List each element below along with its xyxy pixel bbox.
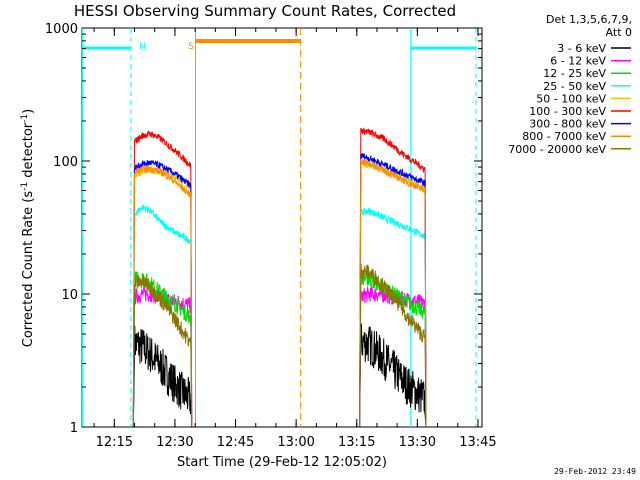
x-axis-label: Start Time (29-Feb-12 12:05:02) xyxy=(177,455,387,470)
series-line xyxy=(359,158,427,427)
x-tick-label: 13:15 xyxy=(338,435,375,450)
series-line xyxy=(132,325,193,427)
legend-entry-label: 300 - 800 keV xyxy=(529,118,606,131)
plot-frame xyxy=(81,27,483,428)
y-axis-label: Corrected Count Rate (s-1 detector-1) xyxy=(20,109,36,347)
legend-entry-label: 800 - 7000 keV xyxy=(522,130,606,143)
legend-entry-label: 25 - 50 keV xyxy=(543,80,606,93)
footer-date: 29-Feb-2012 23:49 xyxy=(554,467,636,476)
legend-entry-label: 3 - 6 keV xyxy=(557,42,606,55)
series-line xyxy=(132,160,193,427)
x-tick-label: 12:30 xyxy=(156,435,193,450)
legend-entry-label: 12 - 25 keV xyxy=(543,67,606,80)
series-line xyxy=(359,207,427,427)
legend-entry-label: 7000 - 20000 keV xyxy=(508,143,606,156)
legend-entry-label: 6 - 12 keV xyxy=(550,55,606,68)
y-tick-label: 1000 xyxy=(45,22,78,37)
series-line xyxy=(132,204,193,427)
legend-entry-label: 100 - 300 keV xyxy=(529,105,606,118)
x-tick-label: 12:15 xyxy=(96,435,133,450)
legend-header-line-1: Det 1,3,5,6,7,9, xyxy=(546,13,632,26)
x-axis: 12:15 12:30 12:45 13:00 13:15 13:30 13:45 xyxy=(93,28,497,450)
y-axis: 1 10 100 1000 xyxy=(45,22,482,436)
series-line xyxy=(359,127,427,427)
series-line xyxy=(132,165,193,427)
x-tick-label: 13:30 xyxy=(399,435,436,450)
chart-title: HESSI Observing Summary Count Rates, Cor… xyxy=(74,2,456,20)
legend-entry-label: 50 - 100 keV xyxy=(536,92,606,105)
y-tick-label: 1 xyxy=(70,421,78,436)
series-line xyxy=(132,273,193,427)
x-tick-label: 13:45 xyxy=(459,435,496,450)
y-tick-label: 100 xyxy=(53,155,78,170)
series-line xyxy=(359,263,427,427)
legend-header-line-2: Att 0 xyxy=(606,26,632,39)
flag-label: N xyxy=(139,42,146,52)
plot-area xyxy=(81,27,483,428)
x-tick-label: 13:00 xyxy=(277,435,314,450)
series-layer xyxy=(132,127,427,427)
flag-label: S xyxy=(188,42,194,52)
x-tick-label: 12:45 xyxy=(217,435,254,450)
series-line xyxy=(132,130,193,427)
series-line xyxy=(359,323,427,427)
y-tick-label: 10 xyxy=(61,288,78,303)
series-line xyxy=(359,153,427,427)
